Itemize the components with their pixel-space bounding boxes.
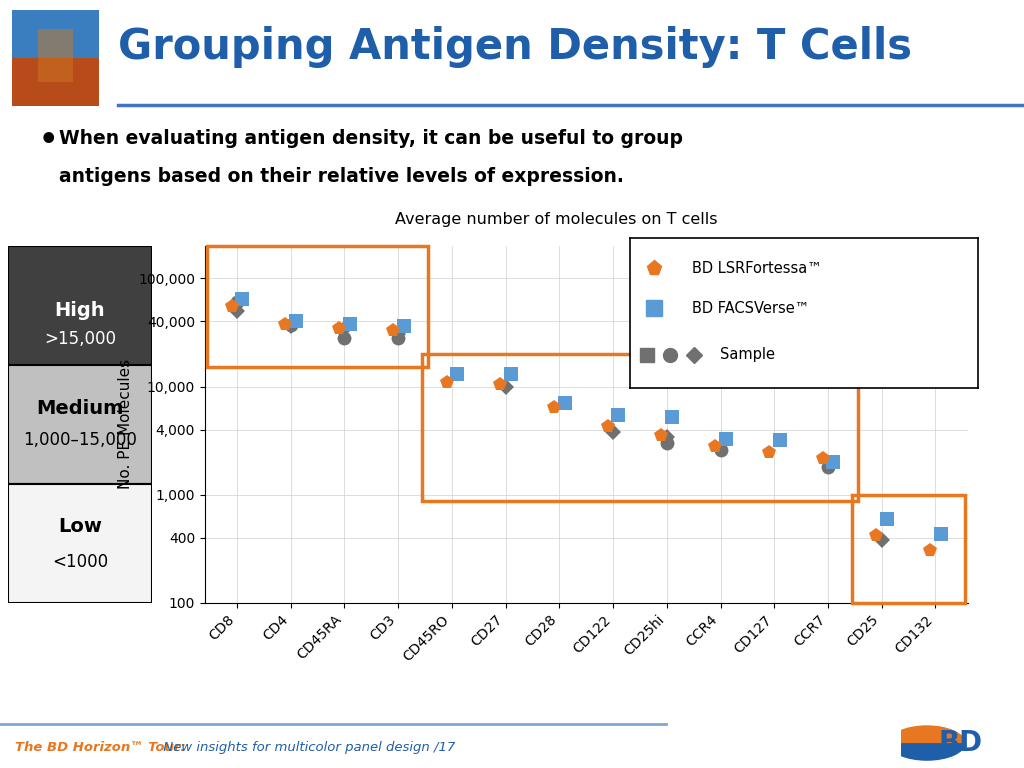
Text: BD LSRFortessa™: BD LSRFortessa™ bbox=[692, 260, 822, 276]
Text: BD FACSVerse™: BD FACSVerse™ bbox=[692, 301, 810, 316]
Bar bbox=[39, 29, 74, 82]
Text: Medium: Medium bbox=[36, 399, 124, 418]
Wedge shape bbox=[888, 743, 966, 761]
Bar bbox=[208, 246, 428, 367]
Text: New insights for multicolor panel design /17: New insights for multicolor panel design… bbox=[159, 740, 455, 753]
Text: High: High bbox=[54, 300, 105, 319]
Text: 1,000–15,000: 1,000–15,000 bbox=[23, 432, 137, 449]
Text: <1000: <1000 bbox=[52, 553, 108, 571]
Text: Sample: Sample bbox=[720, 347, 775, 362]
Text: Grouping Antigen Density: T Cells: Grouping Antigen Density: T Cells bbox=[118, 26, 911, 68]
Bar bbox=[12, 58, 99, 106]
Bar bbox=[8, 365, 152, 484]
Text: antigens based on their relative levels of expression.: antigens based on their relative levels … bbox=[59, 167, 625, 186]
Bar bbox=[8, 246, 152, 365]
Text: When evaluating antigen density, it can be useful to group: When evaluating antigen density, it can … bbox=[59, 129, 683, 147]
Text: >15,000: >15,000 bbox=[44, 329, 116, 348]
Text: The BD Horizon™ Tour:: The BD Horizon™ Tour: bbox=[15, 740, 186, 753]
Wedge shape bbox=[888, 725, 966, 743]
Text: •: • bbox=[39, 126, 58, 154]
Y-axis label: No. PE Molecules: No. PE Molecules bbox=[118, 359, 132, 489]
Bar bbox=[12, 10, 99, 58]
Bar bbox=[422, 354, 857, 502]
Text: Low: Low bbox=[58, 517, 101, 535]
Bar bbox=[852, 495, 965, 603]
Bar bbox=[8, 484, 152, 603]
Text: BD: BD bbox=[939, 729, 983, 757]
Text: Average number of molecules on T cells: Average number of molecules on T cells bbox=[395, 212, 718, 227]
